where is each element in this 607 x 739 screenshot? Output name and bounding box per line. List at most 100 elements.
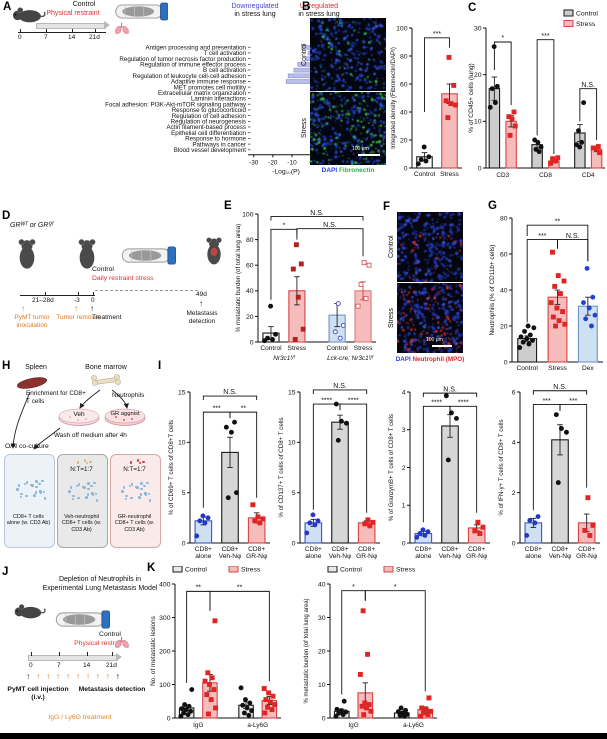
svg-text:300: 300 [159,615,171,622]
timeline-j-tick [87,652,89,656]
caption-part: DAPI [321,167,338,174]
svg-text:N.S.: N.S. [443,386,457,393]
microscopy-canvas [310,92,386,165]
timeline-d-0: 0 [91,297,95,304]
svg-text:alone: alone [195,553,211,560]
svg-text:a-Ly6G: a-Ly6G [403,722,424,729]
svg-text:CD8+: CD8+ [415,546,432,553]
svg-text:N.S.: N.S. [333,383,347,390]
svg-text:****: **** [348,397,359,404]
timeline-a-tick [72,29,74,33]
svg-text:CD8+: CD8+ [248,546,265,553]
timeline-a-tick [46,29,48,33]
mouse-icon [206,237,222,265]
cell-dot [144,493,148,496]
svg-text:0: 0 [322,715,326,722]
svg-text:100: 100 [159,682,171,689]
timeline-j-14: 14 [83,662,91,669]
svg-text:**: ** [237,585,243,592]
svg-text:Veh-Nφ: Veh-Nφ [329,553,352,560]
svg-text:% metastatic burden (of total: % metastatic burden (of total lung area) [235,224,242,332]
panel-b-row-stress: Stress [301,118,308,139]
timeline-j-0: 0 [29,662,33,669]
svg-text:60: 60 [400,81,408,88]
cell-dot [75,484,79,488]
svg-text:Veh-Nφ: Veh-Nφ [549,553,572,560]
svg-text:20: 20 [318,648,326,655]
cell-dot [77,496,80,500]
t-cell-cluster [115,480,153,504]
svg-text:IgG: IgG [348,722,358,729]
svg-text:Control: Control [517,365,539,372]
svg-text:0: 0 [250,339,254,346]
svg-text:Dex: Dex [582,365,594,372]
cell-dot [42,490,46,494]
svg-text:0: 0 [404,165,408,172]
svg-text:80: 80 [500,215,508,222]
stress-period-line [95,290,198,291]
cell-dot [138,461,142,465]
event-pymt-injection: PyMT cell injection (i.v.) [7,686,69,702]
panel-e-label: E [224,200,232,212]
timeline-j-tick [31,652,33,656]
svg-text:Nr3c1ᶠ/ᶠ: Nr3c1ᶠ/ᶠ [273,355,295,362]
downregulated-sub: in stress lung [234,11,276,19]
timeline-d-tick [93,292,95,296]
svg-text:4: 4 [512,440,516,447]
timeline-j-arrowhead [116,653,122,661]
svg-text:Focal adhesion: PI3K-Akt-mTOR: Focal adhesion: PI3K-Akt-mTOR signaling … [105,101,247,108]
svg-text:N.S.: N.S. [223,389,237,396]
svg-text:Stress: Stress [576,21,596,28]
event-tumor-removal: Tumor removal [56,314,100,321]
cell-dot [34,485,38,489]
chart-G-svg: 0 20 40 60 80 Neutrophils (% of CD11b+ cells)… [489,215,603,372]
up-arrow-icon: ↑ [45,671,51,681]
svg-text:20: 20 [400,137,408,144]
svg-text:-10: -10 [287,159,297,166]
cell-dot [19,495,23,499]
metastatic-lesions-chart: 0 100 200 300 400 No. of metastatic lesions Ig… [147,565,301,739]
svg-text:10: 10 [178,440,186,447]
pathway-enrichment-chart: Antigen processing and presentation T cel… [0,44,346,185]
svg-text:alone: alone [305,553,321,560]
svg-text:100: 100 [242,211,254,218]
cell-dot [142,460,145,464]
cell-dot [23,482,27,486]
svg-text:No. of metastatic lesions: No. of metastatic lesions [150,616,157,686]
svg-text:Adaptive immune response: Adaptive immune response [171,79,247,86]
scalebar-b [358,154,380,156]
cell-dot [146,481,150,485]
panel-f-row-stress: Stress [388,308,395,328]
timeline-a-14: 14 [68,34,76,41]
svg-text:CD8+: CD8+ [305,546,322,553]
panel-f-row-control: Control [388,235,395,259]
event-metastasis-detection: Metastasis detection [186,310,218,325]
cell-dot [136,486,139,489]
svg-text:**: ** [241,405,247,412]
chart-I2-svg: 0 5 10 15 % of CD137+ T cells of CD8+ T cell… [278,383,380,560]
svg-text:Control: Control [185,567,207,574]
svg-text:Regulation of tumor necrosis f: Regulation of tumor necrosis factor prod… [119,56,246,63]
svg-text:0: 0 [512,540,516,547]
chart-E-svg: 0 20 40 60 80 100% metastatic burden (of tota… [235,210,376,362]
wash-label: Wash off medium after 4h [54,432,127,439]
cell-dot [17,484,21,488]
restraint-tube-icon [115,2,168,21]
panel-k-label: K [147,562,156,574]
treatment-label-j: IgG / Ly6G treatment [48,714,112,721]
svg-text:Control: Control [260,345,282,352]
svg-text:80: 80 [400,53,408,60]
svg-text:4: 4 [402,389,406,396]
timeline-a-7: 7 [44,34,48,41]
panel-h-label: H [2,360,11,372]
downregulated-header: Downregulated in stress lung [222,3,288,20]
chart-C-svg: 0 10 20 30 % of CD45+ cells (lung) CD3 CD8 CD4 *… [468,9,605,179]
svg-text:CD8+: CD8+ [195,546,212,553]
svg-text:Veh-Nφ: Veh-Nφ [219,553,242,560]
cell-dot [129,461,133,464]
svg-text:CD8+: CD8+ [468,546,485,553]
fibronectin-density-chart: 0 20 40 60 80 100 Integrated density (Fibronec… [388,12,468,189]
event-treatment: Treatment [92,314,122,321]
cell-dot [95,499,99,502]
